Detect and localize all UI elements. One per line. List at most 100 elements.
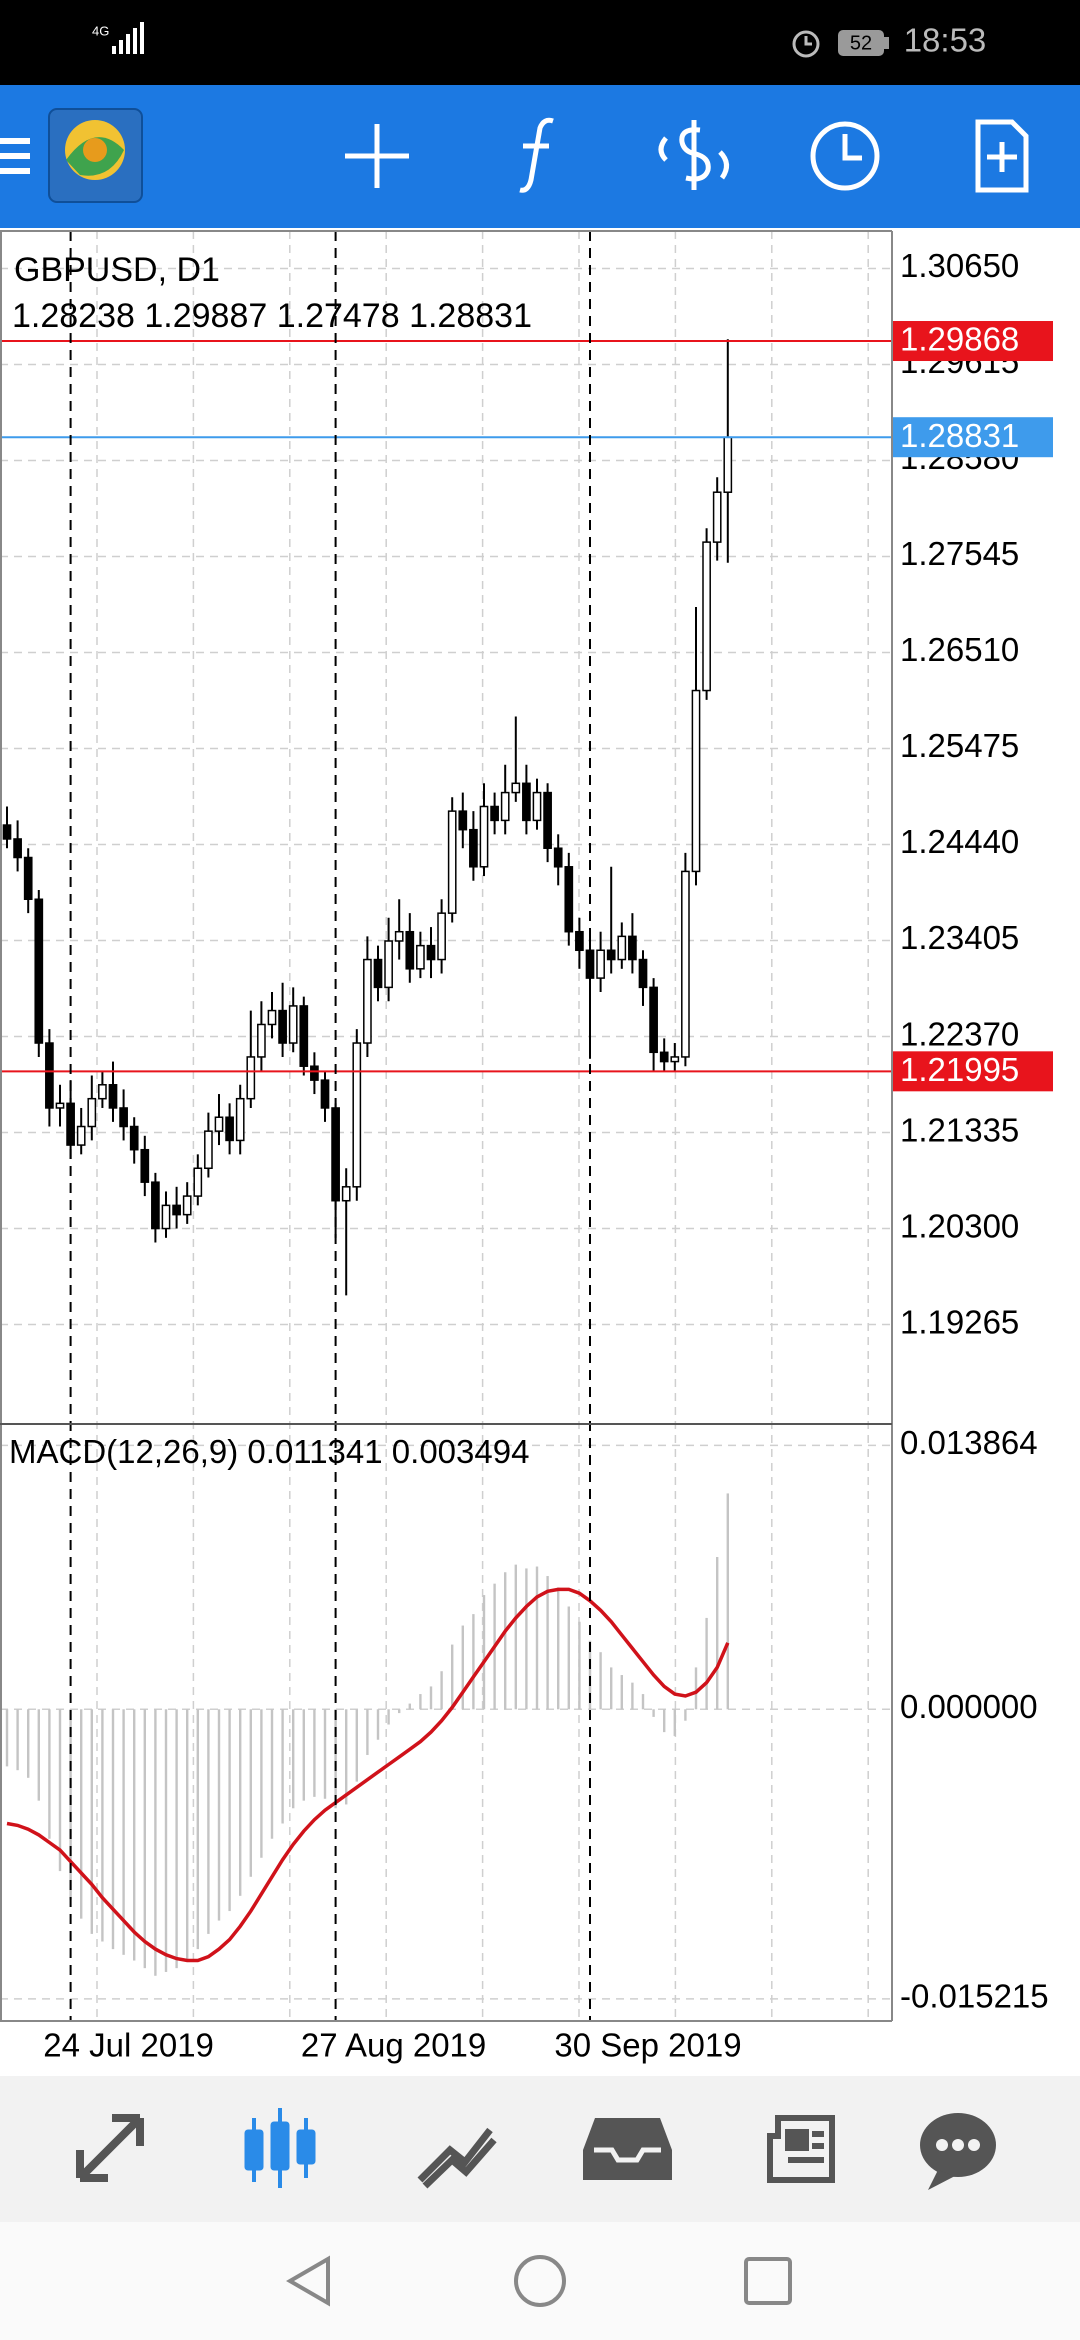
histogram-bar [451,1644,454,1710]
histogram-bar [652,1709,655,1717]
candle-body [76,1125,86,1146]
open-value: 1.28238 [12,297,135,335]
chat-tab[interactable] [920,2113,996,2190]
candle-body [575,930,584,952]
candle-body [193,1167,203,1197]
y-tick-label: 1.20300 [900,1207,1019,1244]
histogram-bar [143,1709,146,1969]
y-tick-label: 1.23405 [900,919,1019,956]
histogram-bar [111,1709,115,1950]
y-tick-label: 1.21335 [900,1111,1019,1148]
histogram-bar [398,1709,401,1714]
battery-level: 52 [850,32,872,54]
histogram-bar [122,1709,125,1955]
histogram-bar [429,1686,433,1710]
chart-tab[interactable] [244,2108,316,2188]
candle-body [151,1181,160,1230]
candle-body [182,1195,192,1216]
histogram-bar [461,1625,464,1710]
candle-body [670,1056,680,1063]
histogram-bar [355,1709,358,1782]
candle-body [564,866,574,933]
histogram-bar [535,1566,539,1710]
home-button[interactable] [514,2255,566,2307]
alarm-icon [792,30,820,58]
histogram-bar [228,1709,231,1912]
histogram-bar [546,1576,549,1710]
histogram-bar [557,1587,560,1710]
histogram-bar [376,1709,380,1740]
histogram-bar [610,1667,613,1710]
menu-button[interactable] [0,138,30,174]
candle-body [87,1097,97,1128]
histogram-bar [588,1640,592,1710]
low-value: 1.27478 [277,297,400,335]
histogram-bar [323,1709,327,1799]
candle-body [649,986,658,1054]
candle-body [225,1116,234,1142]
candle-body [723,436,733,493]
histogram-bar [578,1621,581,1710]
histogram-bar [249,1709,252,1877]
histogram-bar [302,1709,305,1801]
news-tab[interactable] [767,2115,835,2183]
histogram-bar [16,1709,19,1771]
periods-button[interactable] [810,121,880,191]
candle-body [267,1009,277,1026]
app-logo[interactable] [48,108,143,203]
histogram-bar [631,1682,634,1710]
price-label: 1.21995 [900,1051,1019,1088]
candle-body [384,940,393,989]
histogram-bar [334,1709,337,1809]
candle-body [596,949,605,979]
histogram-bar [27,1709,30,1778]
candle-body [299,1005,309,1067]
new-order-button[interactable] [975,119,1029,193]
candle-body [98,1084,107,1100]
trade-tab[interactable] [417,2127,497,2189]
histogram-bar [133,1709,136,1961]
recents-button[interactable] [744,2257,792,2305]
price-label-box [892,417,1053,458]
histogram-bar [345,1709,348,1805]
back-button[interactable] [286,2255,330,2307]
x-tick-label: 24 Jul 2019 [43,2027,214,2064]
y-tick-label: 1.26510 [900,631,1019,668]
crosshair-button[interactable] [345,124,409,188]
plot-background [0,231,1080,2076]
candle-body [23,856,33,901]
candle-body [405,930,415,970]
candle-body [2,824,12,840]
candle-body [522,782,531,822]
candle-body [702,541,711,692]
histogram-bar [164,1709,168,1972]
candle-body [204,1130,213,1170]
candle-body [469,828,478,868]
histogram-bar [207,1709,210,1934]
price-label: 1.28831 [900,417,1019,454]
candle-body [34,898,44,1044]
histogram-bar [641,1694,645,1710]
indicators-button[interactable] [519,117,554,193]
candle-body [161,1204,171,1230]
histogram-bar [196,1709,199,1950]
histogram-bar [567,1606,570,1710]
history-tab[interactable] [583,2118,672,2180]
candle-body [628,935,637,961]
histogram-bar [58,1709,62,1872]
clock: 18:53 [904,22,987,59]
candle-body [373,958,383,989]
candle-body [416,944,425,970]
indicator-name: MACD(12,26,9) [9,1433,238,1470]
candle-body [172,1204,181,1216]
histogram-bar [90,1709,93,1934]
histogram-bar [663,1709,666,1733]
quotes-tab[interactable] [76,2114,144,2182]
histogram-bar [292,1709,295,1809]
histogram-bar [48,1709,51,1839]
x-tick-label: 27 Aug 2019 [301,2027,486,2064]
histogram-bar [716,1557,719,1710]
trade-button[interactable] [658,120,729,190]
histogram-bar [101,1709,104,1942]
